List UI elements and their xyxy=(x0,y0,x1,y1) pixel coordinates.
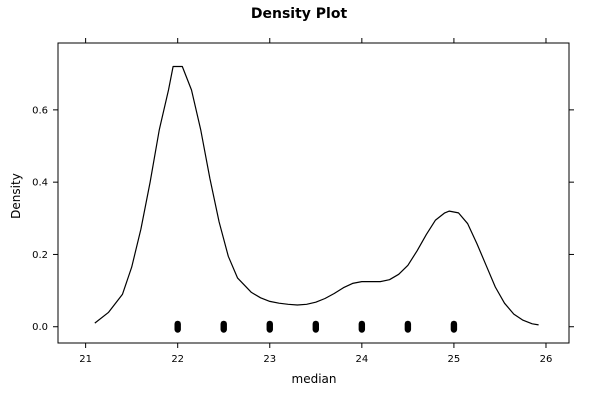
y-tick-label: 0.6 xyxy=(32,105,48,116)
plot-frame xyxy=(57,42,570,344)
density-series xyxy=(94,65,539,326)
x-tick-label: 21 xyxy=(79,354,92,365)
x-tick-label: 22 xyxy=(171,354,184,365)
x-tick-label: 26 xyxy=(540,354,553,365)
x-axis-label: median xyxy=(292,372,337,386)
rug-marks xyxy=(174,320,458,333)
y-axis-label: Density xyxy=(9,173,23,219)
rug-point xyxy=(450,320,458,333)
rug-point xyxy=(358,320,366,333)
y-tick-label: 0.2 xyxy=(32,250,48,261)
y-tick-label: 0.4 xyxy=(32,178,48,189)
rug-point xyxy=(174,320,181,333)
x-tick-label: 24 xyxy=(355,354,368,365)
axis-ticks: 21 22 23 24 25 26 0.0 0.2 0.4 0.6 xyxy=(32,38,574,365)
density-curve xyxy=(94,65,539,326)
rug-point xyxy=(312,320,320,333)
chart-title: Density Plot xyxy=(251,6,348,22)
x-tick-label: 25 xyxy=(448,354,461,365)
rug-point xyxy=(266,320,273,333)
x-tick-label: 23 xyxy=(263,354,276,365)
rug-point xyxy=(220,320,227,333)
rug-point xyxy=(404,320,412,333)
y-tick-label: 0.0 xyxy=(32,322,48,333)
